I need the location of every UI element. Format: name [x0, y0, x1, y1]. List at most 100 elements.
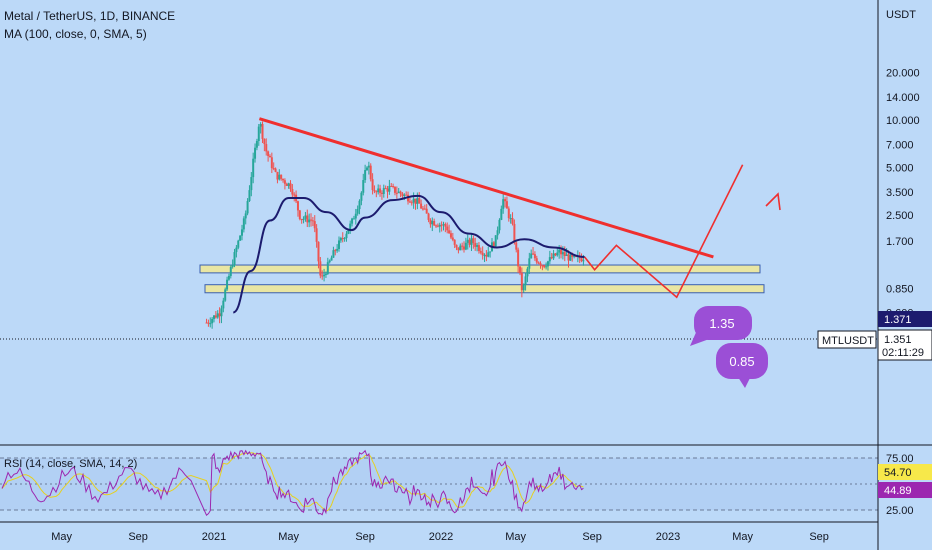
candle-body — [513, 223, 516, 243]
candle-body — [354, 213, 357, 219]
svg-text:02:11:29: 02:11:29 — [882, 347, 924, 359]
candle-body — [511, 218, 514, 224]
candle-body — [380, 192, 383, 194]
candle-body — [543, 265, 546, 268]
candle-body — [541, 265, 544, 267]
bubble-lower[interactable]: 0.85 — [716, 343, 768, 388]
candle-body — [352, 218, 355, 220]
bubble-lower-label: 0.85 — [729, 354, 754, 369]
candle-body — [338, 240, 341, 249]
candle-body — [364, 170, 367, 181]
support-zone-2[interactable] — [204, 284, 765, 294]
candle-body — [298, 210, 301, 220]
candle-body — [423, 208, 426, 210]
candle-body — [244, 213, 247, 219]
price-tick: 20.000 — [886, 68, 920, 80]
candle-body — [567, 254, 570, 261]
candle-body — [330, 257, 333, 261]
candle-body — [569, 254, 572, 261]
candle-body — [451, 237, 454, 240]
candle-body — [390, 185, 393, 187]
candle-body — [410, 202, 413, 204]
candle-body — [472, 238, 475, 244]
candle-body — [545, 266, 548, 268]
candle-body — [278, 174, 281, 180]
time-label: May — [505, 531, 526, 543]
support-zone-1[interactable] — [199, 264, 761, 274]
candle-body — [496, 230, 499, 236]
bubble-upper[interactable]: 1.35 — [690, 306, 752, 346]
candle-body — [218, 313, 221, 317]
candle-body — [546, 261, 549, 267]
candle-body — [554, 253, 557, 256]
projection-path[interactable] — [584, 164, 744, 299]
candle-body — [418, 198, 421, 204]
time-axis[interactable]: May Sep 2021 May Sep 2022 May Sep 2023 May Sep — [51, 531, 829, 543]
candle-body — [505, 201, 508, 209]
time-label: 2022 — [429, 531, 453, 543]
candle-body — [509, 218, 512, 220]
resistance-trendline[interactable] — [258, 117, 714, 259]
candle-body — [518, 266, 521, 273]
candle-body — [384, 188, 387, 190]
candle-body — [427, 213, 430, 220]
candle-body — [481, 252, 484, 256]
candle-body — [255, 140, 258, 148]
candle-body — [254, 147, 257, 159]
candle-body — [227, 275, 230, 280]
chart-title: Metal / TetherUS, 1D, BINANCE — [4, 9, 176, 23]
candle-body — [315, 228, 318, 242]
candle-body — [291, 189, 294, 195]
candle-body — [474, 243, 477, 247]
candle-body — [464, 242, 467, 250]
candle-body — [349, 223, 352, 231]
candle-body — [571, 254, 574, 257]
time-label: May — [278, 531, 299, 543]
candle-body — [573, 255, 576, 257]
candle-body — [433, 220, 436, 226]
ma100-line — [232, 194, 585, 314]
candle-body — [468, 239, 471, 245]
candle-body — [272, 168, 275, 170]
candle-body — [336, 248, 339, 251]
indicator-legend: MA (100, close, 0, SMA, 5) — [4, 27, 147, 41]
candle-body — [220, 308, 223, 317]
time-label: 2021 — [202, 531, 226, 543]
candle-body — [216, 313, 219, 318]
candle-body — [548, 257, 551, 262]
svg-text:MTLUSDT: MTLUSDT — [822, 335, 874, 347]
time-label: Sep — [809, 531, 829, 543]
candle-body — [280, 174, 283, 179]
candle-body — [532, 253, 535, 255]
candle-body — [328, 260, 331, 263]
candle-body — [239, 235, 242, 241]
candle-body — [274, 168, 277, 172]
candle-body — [530, 253, 533, 259]
time-label: Sep — [128, 531, 148, 543]
candle-body — [265, 144, 268, 152]
svg-text:54.70: 54.70 — [884, 467, 912, 479]
candle-body — [276, 171, 279, 180]
support-zones[interactable] — [199, 264, 765, 294]
candle-body — [539, 263, 542, 266]
candle-body — [502, 199, 505, 209]
candle-body — [457, 247, 460, 251]
candle-body — [358, 200, 361, 210]
candle-body — [341, 238, 344, 240]
candle-body — [242, 218, 245, 230]
candle-body — [522, 284, 525, 291]
candle-body — [304, 215, 307, 219]
candle-body — [425, 208, 428, 214]
candle-body — [235, 247, 238, 253]
candle-body — [293, 194, 296, 196]
tag-rsi-value: 54.70 — [878, 464, 932, 480]
candle-body — [436, 225, 439, 227]
candle-body — [257, 126, 260, 141]
candle-body — [446, 226, 449, 231]
candle-body — [300, 219, 303, 221]
candle-body — [224, 289, 227, 301]
candle-body — [379, 188, 382, 193]
candle-body — [324, 273, 327, 275]
candle-body — [399, 191, 402, 194]
